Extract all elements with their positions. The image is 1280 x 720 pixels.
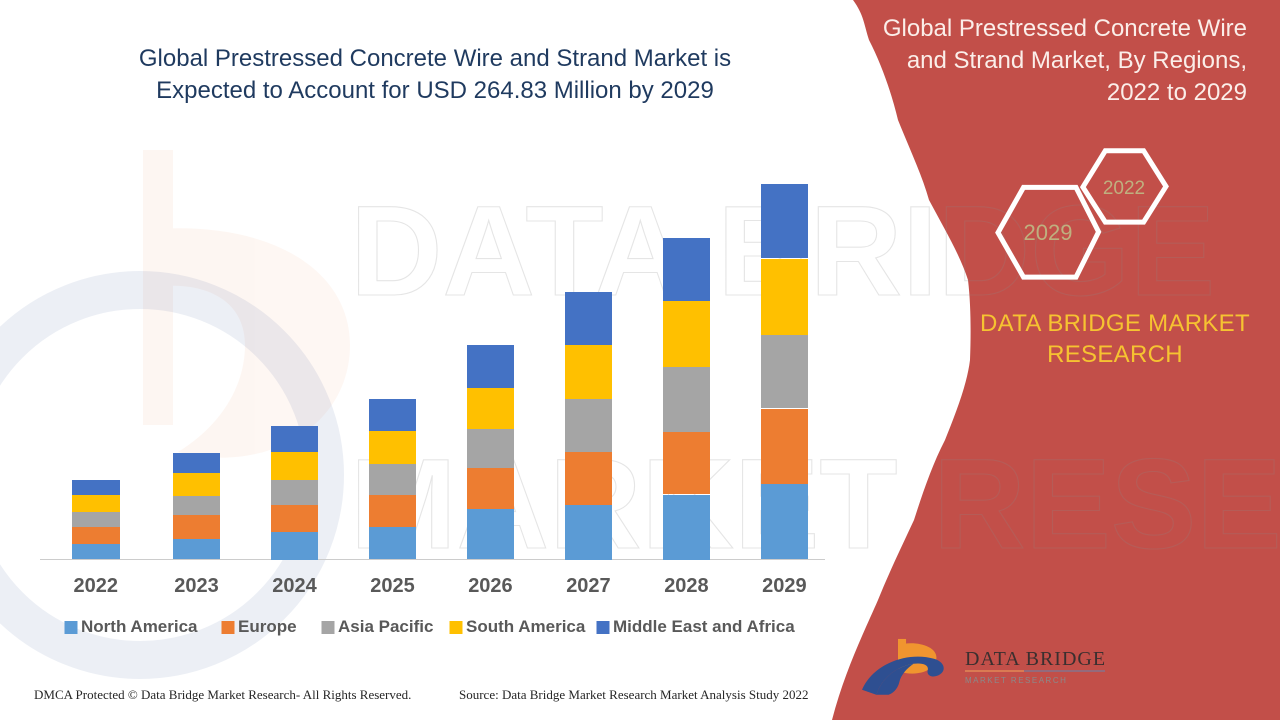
svg-text:DATA BRIDGE: DATA BRIDGE <box>965 648 1106 670</box>
svg-text:MARKET RESEARCH: MARKET RESEARCH <box>965 676 1067 685</box>
